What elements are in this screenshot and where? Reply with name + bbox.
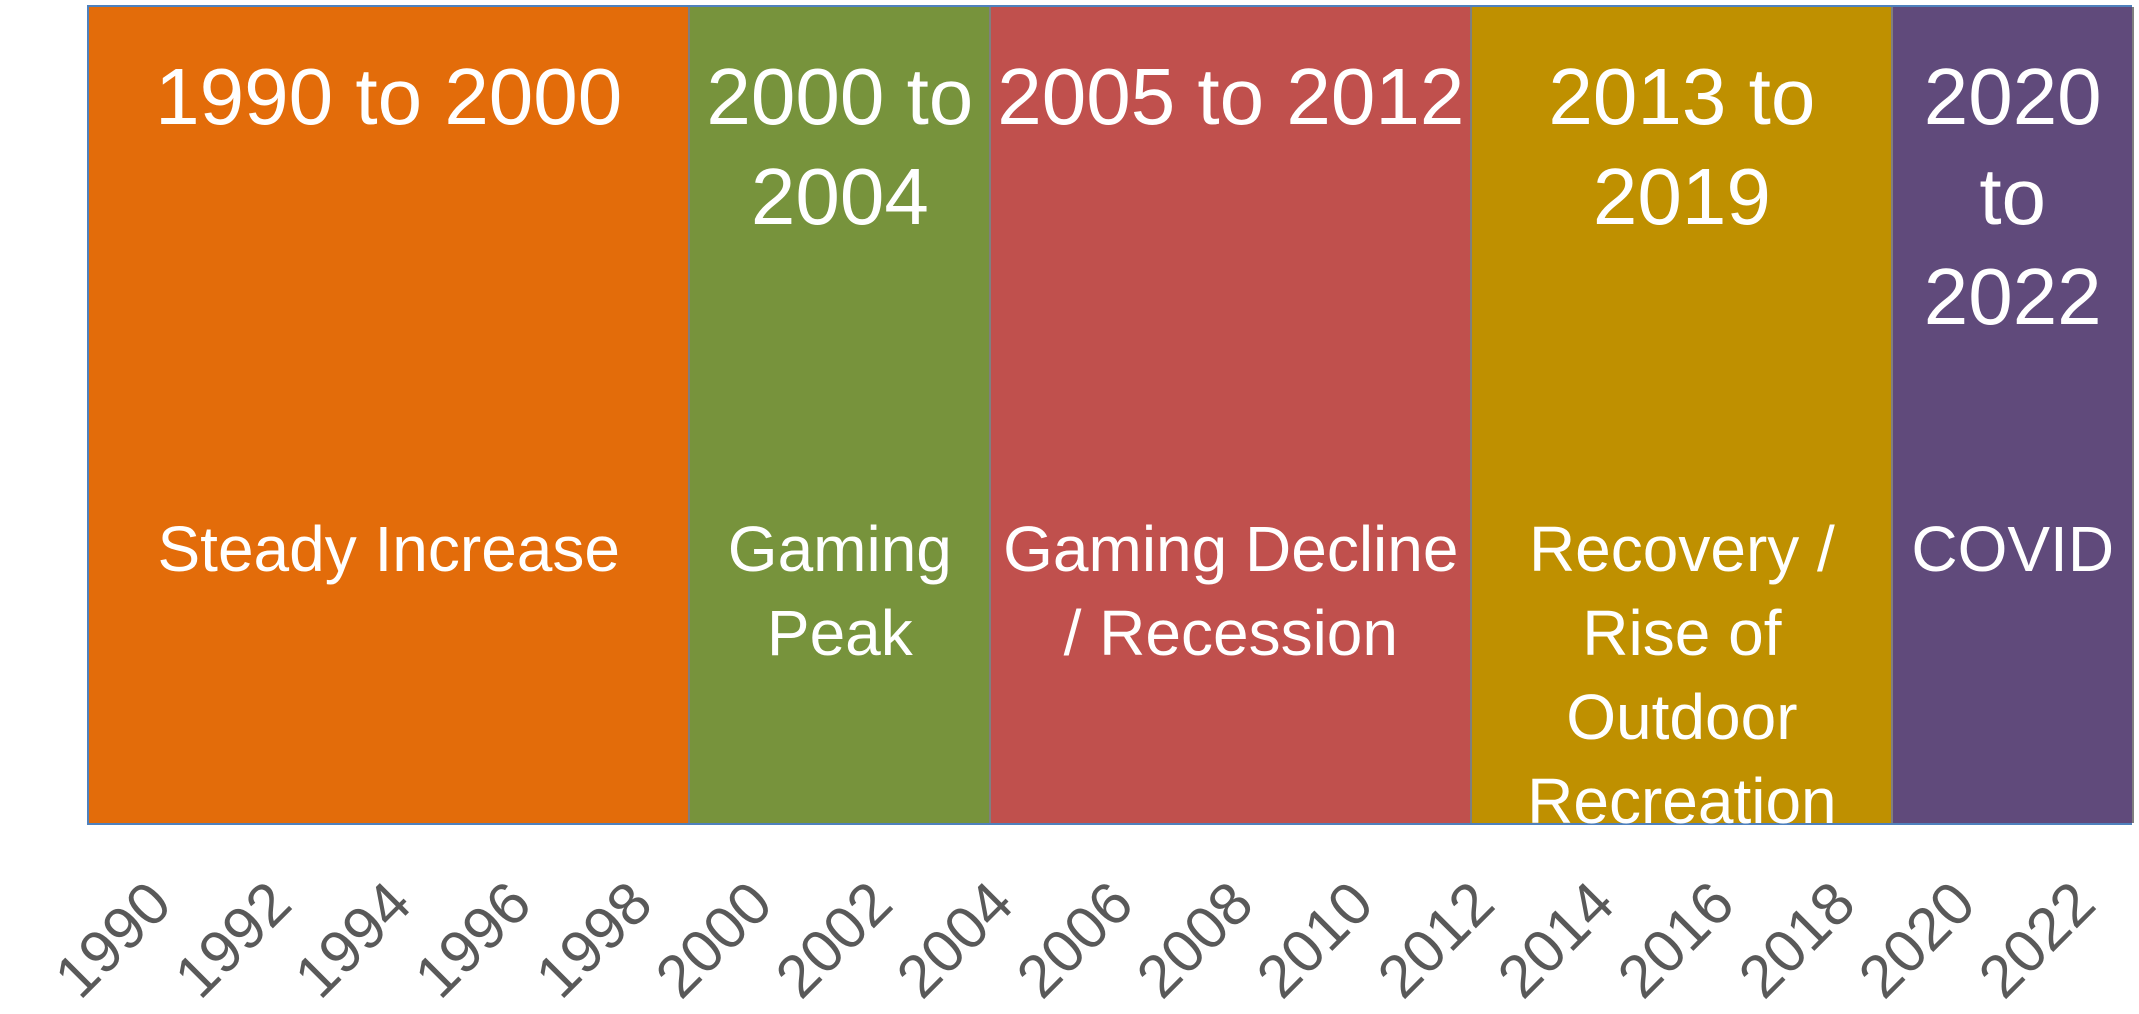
x-tick-label: 1998 [522,868,665,1011]
period-description: Recovery / Rise of Outdoor Recreation [1527,513,1837,837]
timeline-plot: 1990 to 2000 Steady Increase 2000 to 2004 G… [87,5,2134,837]
period-label: 2020 to 2022 [1923,52,2102,341]
period-label: 2005 to 2012 [997,52,1465,141]
x-tick-label: 2012 [1364,868,1507,1011]
x-tick-label: 2010 [1244,868,1387,1011]
x-tick-label: 2022 [1966,868,2108,1011]
period-label: 1990 to 2000 [155,52,623,141]
period-description: Steady Increase [157,513,620,585]
x-tick-label: 2014 [1484,868,1627,1011]
x-tick-label: 2006 [1003,868,1146,1011]
x-tick-label: 1996 [402,868,544,1011]
x-tick-label: 2018 [1725,868,1868,1011]
x-tick-label: 2004 [883,868,1026,1011]
x-tick-label: 1990 [41,868,184,1011]
x-tick-label: 2008 [1123,868,1266,1011]
period-description: COVID [1911,513,2115,585]
x-tick-label: 2002 [763,868,905,1011]
period-description: Gaming Peak [727,513,952,669]
period-block: 2013 to 2019 Recovery / Rise of Outdoor R… [1472,7,1894,837]
period-label: 2013 to 2019 [1548,52,1816,241]
period-block: 1990 to 2000 Steady Increase [89,7,691,823]
period-block: 2020 to 2022 COVID [1893,7,2134,823]
x-tick-label: 1992 [161,868,304,1011]
x-tick-label: 2016 [1605,868,1747,1011]
period-block: 2005 to 2012 Gaming Decline / Recession [991,7,1473,823]
x-tick-label: 2020 [1845,868,1988,1011]
period-description: Gaming Decline / Recession [1003,513,1459,669]
x-tick-label: 1994 [281,868,424,1011]
period-label: 2000 to 2004 [706,52,974,241]
period-block: 2000 to 2004 Gaming Peak [690,7,992,823]
x-tick-label: 2000 [642,868,785,1011]
